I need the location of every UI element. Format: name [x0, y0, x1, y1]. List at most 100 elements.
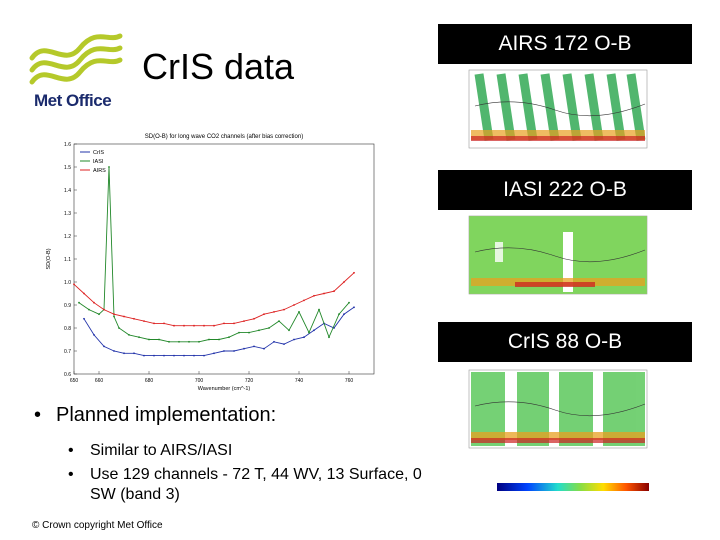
data-point — [103, 308, 105, 311]
y-tick-label: 1.0 — [64, 280, 71, 286]
data-point — [293, 338, 295, 341]
data-point — [183, 324, 185, 327]
x-tick-label: 720 — [245, 378, 254, 384]
data-point — [263, 347, 265, 350]
data-point — [143, 354, 145, 357]
data-point — [338, 313, 340, 316]
x-tick-label: 680 — [145, 378, 154, 384]
map-label-iasi: IASI 222 O-B — [438, 170, 692, 210]
data-point — [198, 340, 200, 343]
data-point — [133, 352, 135, 355]
footer-copyright: © Crown copyright Met Office — [32, 520, 163, 531]
data-point — [323, 292, 325, 295]
data-point — [273, 340, 275, 343]
legend-entry: IASI — [93, 159, 104, 165]
data-point — [143, 320, 145, 322]
data-point — [263, 313, 265, 316]
data-point — [333, 290, 335, 293]
data-point — [258, 329, 260, 332]
y-tick-label: 0.9 — [64, 303, 71, 309]
data-point — [123, 315, 125, 318]
data-point — [348, 301, 350, 304]
data-point — [318, 308, 320, 311]
data-point — [303, 299, 305, 302]
data-point — [88, 308, 90, 311]
series-line-cris — [83, 306, 355, 357]
data-point — [243, 320, 245, 322]
data-point — [133, 317, 135, 320]
data-point — [293, 304, 295, 306]
data-point — [298, 311, 300, 313]
data-point — [113, 350, 115, 352]
data-point — [213, 352, 215, 355]
legend-entry: CrIS — [93, 150, 104, 156]
bullet-list: Planned implementation: Similar to AIRS/… — [34, 404, 434, 509]
data-point — [113, 313, 115, 316]
data-point — [108, 166, 110, 168]
data-point — [113, 315, 115, 318]
data-point — [253, 345, 255, 348]
data-point — [128, 334, 130, 336]
data-point — [328, 336, 330, 339]
data-point — [188, 340, 190, 343]
data-point — [313, 294, 315, 297]
data-point — [78, 301, 80, 304]
bullet-main: Planned implementation: — [34, 404, 434, 427]
bullet-sub-2: Use 129 channels - 72 T, 44 WV, 13 Surfa… — [34, 465, 434, 505]
y-tick-label: 0.8 — [64, 326, 71, 332]
logo-text: Met Office — [34, 91, 112, 110]
data-point — [98, 313, 100, 316]
data-point — [278, 320, 280, 322]
x-tick-label: 660 — [95, 378, 104, 384]
data-point — [158, 338, 160, 341]
map-label-airs: AIRS 172 O-B — [438, 24, 692, 64]
data-point — [303, 336, 305, 339]
x-tick-label: 650 — [70, 378, 79, 384]
data-point — [273, 311, 275, 313]
series-line-airs — [73, 272, 355, 327]
data-point — [233, 322, 235, 325]
legend-entry: AIRS — [93, 168, 106, 174]
map-label-cris: CrIS 88 O-B — [438, 322, 692, 362]
data-point — [138, 336, 140, 339]
data-point — [353, 306, 355, 309]
data-point — [203, 354, 205, 357]
met-office-logo — [29, 33, 123, 85]
sd-line-chart: SD(O-B) for long wave CO2 channels (afte… — [46, 134, 375, 392]
data-point — [238, 331, 240, 334]
data-point — [163, 354, 165, 357]
data-point — [173, 324, 175, 327]
data-point — [268, 327, 270, 329]
iasi-ob-map — [468, 215, 648, 295]
chart-title: SD(O-B) for long wave CO2 channels (afte… — [145, 134, 303, 140]
data-point — [83, 292, 85, 295]
data-point — [218, 338, 220, 341]
data-point — [203, 324, 205, 327]
x-tick-label: 760 — [345, 378, 354, 384]
data-point — [83, 317, 85, 320]
data-point — [253, 317, 255, 320]
data-point — [208, 338, 210, 341]
data-point — [248, 331, 250, 334]
data-point — [148, 338, 150, 341]
data-point — [173, 354, 175, 357]
y-tick-label: 0.7 — [64, 349, 71, 355]
data-point — [123, 352, 125, 355]
series-line-iasi — [78, 166, 350, 343]
y-tick-label: 1.5 — [64, 165, 71, 171]
data-point — [93, 334, 95, 336]
data-point — [73, 283, 75, 286]
y-tick-label: 1.1 — [64, 257, 71, 263]
data-point — [163, 322, 165, 325]
data-point — [223, 322, 225, 325]
x-axis-label: Wavenumber (cm^-1) — [198, 386, 251, 392]
data-point — [283, 343, 285, 345]
data-point — [308, 331, 310, 334]
data-point — [353, 271, 355, 274]
plot-frame — [73, 143, 375, 375]
x-tick-label: 700 — [195, 378, 204, 384]
airs-ob-map — [468, 69, 648, 149]
data-point — [193, 324, 195, 327]
data-point — [93, 301, 95, 304]
data-point — [283, 308, 285, 311]
